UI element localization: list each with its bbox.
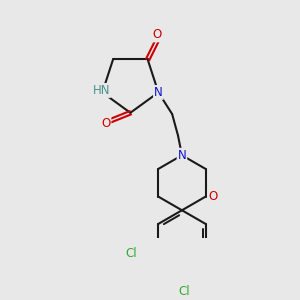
- Text: Cl: Cl: [126, 247, 137, 260]
- Text: Cl: Cl: [178, 285, 190, 298]
- Text: O: O: [101, 117, 110, 130]
- Text: O: O: [208, 190, 217, 203]
- Text: N: N: [154, 86, 163, 99]
- Text: HN: HN: [93, 84, 110, 97]
- Text: O: O: [153, 28, 162, 41]
- Text: N: N: [178, 149, 186, 162]
